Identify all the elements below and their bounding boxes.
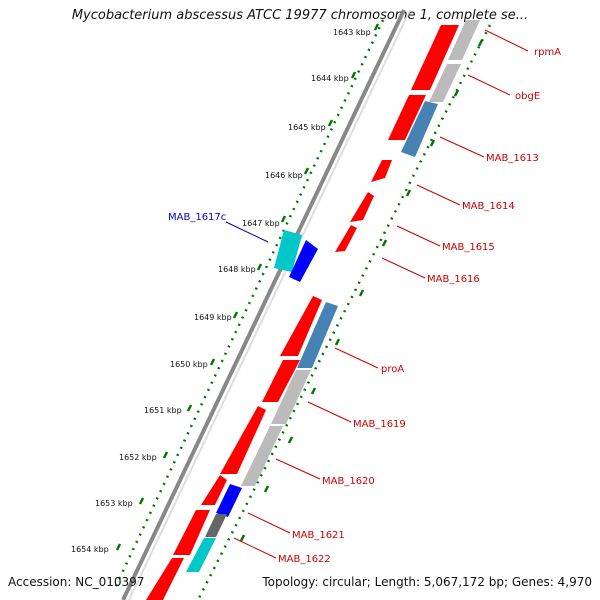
gene-feature[interactable] [411,25,459,90]
inner-ticks [239,39,484,542]
gene-label-rpma[interactable]: rpmA [534,47,561,58]
kbp-label: 1652 kbp [119,453,157,462]
gene-label-mab1622[interactable]: MAB_1622 [278,554,331,565]
accession-text: Accession: NC_010397 [8,575,145,589]
kbp-label: 1643 kbp [333,28,371,37]
gene-label-mab1619[interactable]: MAB_1619 [353,419,406,430]
kbp-label: 1653 kbp [95,499,133,508]
gene-feature[interactable] [262,360,300,402]
orf-feature[interactable] [271,370,311,424]
kbp-label: 1645 kbp [288,123,326,132]
orf-feature[interactable] [429,64,461,102]
kbp-label: 1648 kbp [218,265,256,274]
gene-feature-mab1617c[interactable] [274,230,302,272]
kbp-label: 1654 kbp [71,545,109,554]
outer-tick-ring [112,19,385,591]
map-title: Mycobacterium abscessus ATCC 19977 chrom… [71,8,529,23]
kbp-label: 1647 kbp [242,219,280,228]
topology-text: Topology: circular; Length: 5,067,172 bp… [262,575,592,589]
gene-feature[interactable] [350,192,374,222]
gene-label-mab1614[interactable]: MAB_1614 [462,201,515,212]
gene-label-line-mab1617c [225,221,269,243]
forward-features[interactable] [146,25,459,600]
gene-feature[interactable] [173,510,210,555]
orf-feature[interactable] [241,426,283,486]
gene-label-mab1620[interactable]: MAB_1620 [322,476,375,487]
gene-feature[interactable] [146,558,184,600]
inner-tick-ring [196,24,492,600]
gene-label-mab1616[interactable]: MAB_1616 [427,274,480,285]
reverse-features[interactable] [216,230,318,517]
gene-labels[interactable]: rpmA obgE MAB_1613 MAB_1614 MAB_1615 MAB… [168,47,561,565]
gene-feature[interactable] [280,296,322,356]
gene-label-mab1615[interactable]: MAB_1615 [442,242,495,253]
orf-feature[interactable] [297,302,338,368]
orf-feature[interactable] [205,514,227,537]
kbp-label: 1651 kbp [144,406,182,415]
kbp-label: 1644 kbp [311,74,349,83]
orf-feature[interactable] [448,20,480,60]
gene-feature[interactable] [335,225,357,252]
gene-feature[interactable] [216,484,242,517]
kbp-label: 1649 kbp [194,313,232,322]
gene-feature-mab1617c-2[interactable] [289,240,318,282]
gene-label-mab1617c[interactable]: MAB_1617c [168,212,226,223]
gene-label-obge[interactable]: obgE [515,91,540,102]
gene-label-mab1621[interactable]: MAB_1621 [292,530,345,541]
kbp-ticks [115,23,380,551]
orf-feature[interactable] [401,101,438,157]
gene-label-lines [233,29,529,559]
gene-label-proa[interactable]: proA [381,364,404,375]
kbp-labels: 1643 kbp 1644 kbp 1645 kbp 1646 kbp 1647… [71,28,371,554]
gene-feature[interactable] [201,475,227,505]
kbp-label: 1650 kbp [170,360,208,369]
gene-feature[interactable] [388,95,426,140]
kbp-label: 1646 kbp [265,171,303,180]
orf-features[interactable] [186,20,480,572]
orf-feature[interactable] [186,538,216,572]
backbone-ring [121,9,406,600]
gene-label-mab1613[interactable]: MAB_1613 [486,153,539,164]
gene-feature[interactable] [220,406,266,474]
gene-feature[interactable] [371,160,392,182]
backbone-ring-highlight [128,9,411,600]
